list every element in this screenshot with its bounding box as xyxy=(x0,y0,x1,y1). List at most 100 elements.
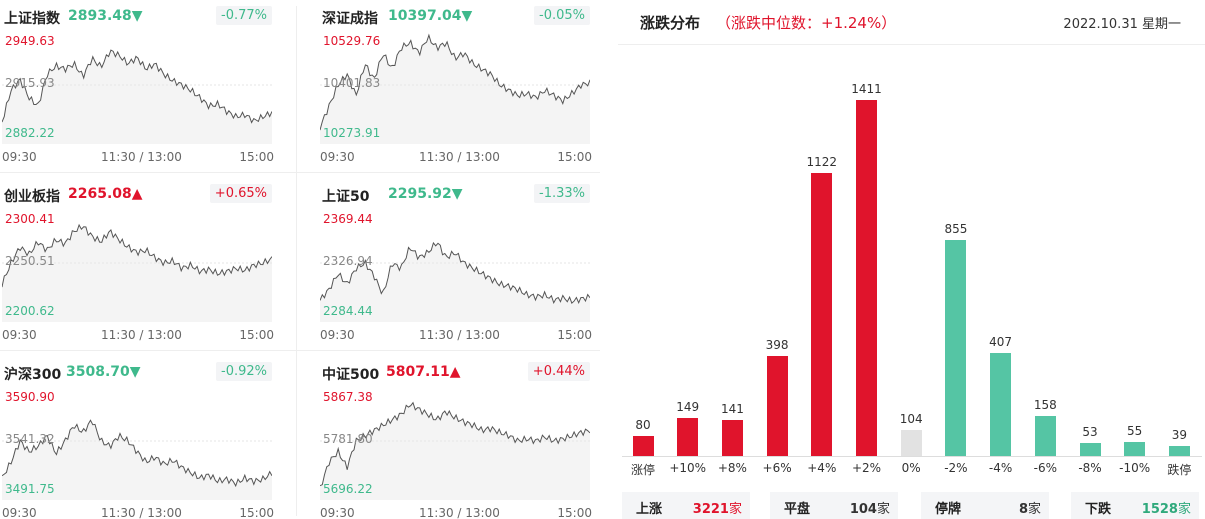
dist-bar[interactable] xyxy=(990,353,1012,456)
distribution-panel: 涨跌分布 （涨跌中位数：+1.24%） 2022.10.31 星期一 80 涨停 1… xyxy=(618,0,1205,519)
price-area xyxy=(2,420,272,500)
price-area xyxy=(2,50,272,144)
intraday-chart xyxy=(320,401,590,500)
y-label-hi: 5867.38 xyxy=(323,390,373,404)
bar-category: +8% xyxy=(717,461,747,475)
price-line xyxy=(320,241,590,305)
x-axis xyxy=(622,456,1202,457)
bar-value: 1122 xyxy=(806,154,838,169)
bar-value: 39 xyxy=(1171,428,1188,443)
bar-category: -8% xyxy=(1078,461,1102,475)
x-label: 09:30 xyxy=(2,506,37,519)
dist-bar[interactable] xyxy=(1124,442,1146,456)
intraday-chart xyxy=(2,419,272,500)
bar-category: +2% xyxy=(851,461,882,475)
summary-value: 8家 xyxy=(1018,502,1041,517)
price-area xyxy=(320,402,590,500)
bar-value: 55 xyxy=(1127,424,1143,439)
index-card[interactable]: 中证500 5807.11▲ +0.44% 5867.38 5781.80 5696.22… xyxy=(320,356,592,519)
bar-category: 0% xyxy=(901,461,921,475)
dist-bar[interactable] xyxy=(766,355,788,456)
change-badge: -0.77% xyxy=(216,6,272,25)
intraday-chart xyxy=(320,241,590,322)
dist-bar[interactable] xyxy=(945,240,967,456)
dist-bar[interactable] xyxy=(632,435,654,456)
y-label-mid: 5781.80 xyxy=(323,432,373,446)
y-label-lo: 2284.44 xyxy=(323,304,373,318)
index-card[interactable]: 上证指数 2893.48▼ -0.77% 2949.63 2915.93 2882.22 0… xyxy=(2,0,274,172)
bar-value: 104 xyxy=(899,411,923,426)
y-label-hi: 3590.90 xyxy=(5,390,55,404)
x-label: 09:30 xyxy=(320,328,355,342)
summary-label: 下跌 xyxy=(1085,502,1112,517)
x-label: 15:00 xyxy=(239,150,274,164)
index-card[interactable]: 深证成指 10397.04▼ -0.05% 10529.76 10401.83 10273… xyxy=(320,0,592,172)
summary-value: 1528家 xyxy=(1141,502,1191,517)
x-label: 11:30 / 13:00 xyxy=(101,506,182,519)
summary-label: 平盘 xyxy=(784,502,811,517)
x-label: 15:00 xyxy=(239,328,274,342)
card-header: 深证成指 10397.04▼ -0.05% xyxy=(320,6,592,28)
bar-value: 80 xyxy=(635,417,651,432)
change-badge: +0.65% xyxy=(209,184,272,203)
dist-bar[interactable] xyxy=(1034,416,1056,456)
index-name: 沪深300 xyxy=(4,367,62,383)
bar-category: -4% xyxy=(988,461,1013,475)
x-label: 15:00 xyxy=(557,506,592,519)
x-label: 15:00 xyxy=(239,506,274,519)
dist-bar[interactable] xyxy=(811,172,833,456)
bar-category: +6% xyxy=(762,461,792,475)
card-header: 中证500 5807.11▲ +0.44% xyxy=(320,362,592,384)
bar-value: 398 xyxy=(765,337,789,352)
index-card[interactable]: 沪深300 3508.70▼ -0.92% 3590.90 3541.32 3491.75… xyxy=(2,356,274,519)
x-label: 15:00 xyxy=(557,328,592,342)
x-label: 11:30 / 13:00 xyxy=(101,328,182,342)
trend-arrow-icon: ▼ xyxy=(131,8,143,24)
index-price: 2295.92▼ xyxy=(388,186,463,202)
x-label: 15:00 xyxy=(557,150,592,164)
card-header: 创业板指 2265.08▲ +0.65% xyxy=(2,184,274,206)
dist-bar[interactable] xyxy=(721,420,743,456)
dist-bar[interactable] xyxy=(677,418,699,456)
index-price: 2893.48▼ xyxy=(68,8,143,24)
bar-value: 158 xyxy=(1033,398,1057,413)
y-label-lo: 2882.22 xyxy=(5,126,55,140)
bar-value: 149 xyxy=(676,400,700,415)
card-header: 上证指数 2893.48▼ -0.77% xyxy=(2,6,274,28)
y-label-hi: 2369.44 xyxy=(323,212,373,226)
trend-arrow-icon: ▼ xyxy=(461,8,473,24)
bar-category: -6% xyxy=(1033,461,1057,475)
divider xyxy=(618,44,1205,45)
dist-bar[interactable] xyxy=(856,100,877,456)
index-card[interactable]: 上证50 2295.92▼ -1.33% 2369.44 2326.94 2284.44 0… xyxy=(320,178,592,350)
y-label-lo: 10273.91 xyxy=(323,126,381,140)
index-name: 创业板指 xyxy=(4,189,60,205)
bar-value: 407 xyxy=(989,335,1013,350)
summary-label: 停牌 xyxy=(935,502,962,517)
bar-value: 53 xyxy=(1082,424,1098,439)
intraday-chart xyxy=(2,49,272,144)
x-label: 09:30 xyxy=(320,150,355,164)
x-label: 11:30 / 13:00 xyxy=(419,150,500,164)
index-panel: 上证指数 2893.48▼ -0.77% 2949.63 2915.93 2882.22 0… xyxy=(0,0,600,519)
dist-bar[interactable] xyxy=(1079,442,1101,456)
bar-value: 855 xyxy=(944,222,968,237)
intraday-chart xyxy=(320,33,590,144)
y-label-hi: 10529.76 xyxy=(323,34,381,48)
trend-arrow-icon: ▲ xyxy=(131,186,143,202)
dist-bar[interactable] xyxy=(900,429,922,456)
price-line xyxy=(2,223,272,288)
price-area xyxy=(320,242,590,322)
y-label-lo: 5696.22 xyxy=(323,482,373,496)
y-label-mid: 3541.32 xyxy=(5,432,55,446)
bar-value: 141 xyxy=(720,402,744,417)
change-badge: -1.33% xyxy=(534,184,590,203)
dist-bar[interactable] xyxy=(1168,446,1190,456)
index-card[interactable]: 创业板指 2265.08▲ +0.65% 2300.41 2250.51 2200.62 0… xyxy=(2,178,274,350)
index-name: 中证500 xyxy=(322,367,380,383)
bar-category: +10% xyxy=(669,461,707,475)
bar-category: -2% xyxy=(944,461,968,475)
divider xyxy=(0,350,600,351)
y-label-mid: 2915.93 xyxy=(5,76,55,90)
summary-item: 下跌 1528家 xyxy=(1071,492,1199,519)
